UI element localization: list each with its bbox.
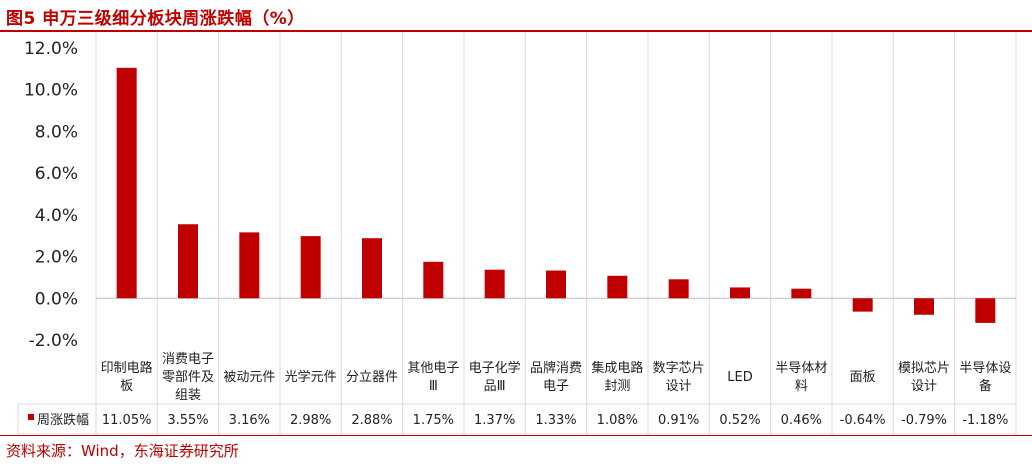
bar xyxy=(546,270,566,299)
bar xyxy=(607,275,628,299)
bar xyxy=(975,298,996,323)
category-label: LED xyxy=(727,370,752,385)
bar xyxy=(300,236,321,299)
y-tick-label: 2.0% xyxy=(35,248,78,268)
category-label: 印制电路 xyxy=(101,360,153,376)
bar xyxy=(791,288,812,299)
data-table-value: 0.91% xyxy=(658,413,699,428)
data-table-value: 0.52% xyxy=(719,413,760,428)
bar xyxy=(914,298,934,315)
category-label: 面板 xyxy=(850,370,876,385)
data-table-value: -1.18% xyxy=(962,413,1008,428)
bar xyxy=(484,269,505,299)
source-note: 资料来源：Wind，东海证券研究所 xyxy=(6,442,239,460)
bar-chart: -2.0% 0.0% 2.0% 4.0% 6.0% 8.0% 10.0% 12.0% 印制电路板… xyxy=(17,32,1017,434)
bar xyxy=(362,238,382,299)
category-label: 零部件及 xyxy=(162,370,214,385)
y-tick-label: 4.0% xyxy=(35,206,78,226)
category-label: 分立器件 xyxy=(346,370,398,385)
data-table-value: 11.05% xyxy=(102,413,152,428)
category-label: 其他电子 xyxy=(407,361,459,376)
bar xyxy=(730,287,750,299)
data-table-value: -0.64% xyxy=(840,413,886,428)
bar xyxy=(239,232,260,299)
category-label: 光学元件 xyxy=(285,369,337,385)
bar xyxy=(178,224,198,299)
category-label: 半导体设 xyxy=(959,361,1011,376)
data-table-value: 2.88% xyxy=(351,413,392,428)
data-table-value: 0.46% xyxy=(781,413,822,428)
category-label: 电子化学 xyxy=(469,360,521,376)
category-label: 模拟芯片 xyxy=(898,361,950,376)
legend-label: 周涨跌幅 xyxy=(37,412,89,428)
category-label: 消费电子 xyxy=(162,352,214,367)
data-table-value: 1.37% xyxy=(474,413,515,428)
category-label: 板 xyxy=(120,379,133,394)
y-tick-label: 6.0% xyxy=(35,164,78,184)
source-rule xyxy=(0,435,1032,436)
y-tick-label: 0.0% xyxy=(35,289,78,309)
category-label: 设计 xyxy=(911,379,937,394)
bar xyxy=(116,67,137,299)
category-label: 料 xyxy=(795,379,808,394)
y-tick-label: 8.0% xyxy=(35,122,78,142)
y-tick-label: -2.0% xyxy=(29,331,78,351)
category-label: 集成电路 xyxy=(591,360,643,376)
category-label: 组装 xyxy=(175,388,201,403)
data-table-value: 1.08% xyxy=(597,413,638,428)
category-label: 数字芯片 xyxy=(653,361,705,376)
y-tick-label: 10.0% xyxy=(24,81,78,101)
data-table-value: 3.16% xyxy=(229,413,270,428)
bar xyxy=(668,279,689,299)
category-label: 电子 xyxy=(543,379,569,394)
category-label: 品Ⅲ xyxy=(484,379,506,394)
figure-title: 图5 申万三级细分板块周涨跌幅（%） xyxy=(6,9,305,29)
category-label: 被动元件 xyxy=(223,370,275,385)
category-label: 半导体材 xyxy=(775,361,827,376)
data-table-value: 1.33% xyxy=(535,413,576,428)
category-label: 设计 xyxy=(666,379,692,394)
category-label: 封测 xyxy=(604,379,630,394)
y-tick-label: 12.0% xyxy=(24,39,78,59)
category-label: Ⅲ xyxy=(429,379,438,394)
data-table-value: 3.55% xyxy=(167,413,208,428)
category-label: 备 xyxy=(979,378,992,394)
bar xyxy=(852,298,873,312)
legend-swatch xyxy=(28,414,34,420)
title-rule xyxy=(0,30,1032,32)
data-table-value: 2.98% xyxy=(290,413,331,428)
bar xyxy=(423,261,444,299)
data-table-value: -0.79% xyxy=(901,413,947,428)
data-table-value: 1.75% xyxy=(413,413,454,428)
category-label: 品牌消费 xyxy=(530,360,582,376)
